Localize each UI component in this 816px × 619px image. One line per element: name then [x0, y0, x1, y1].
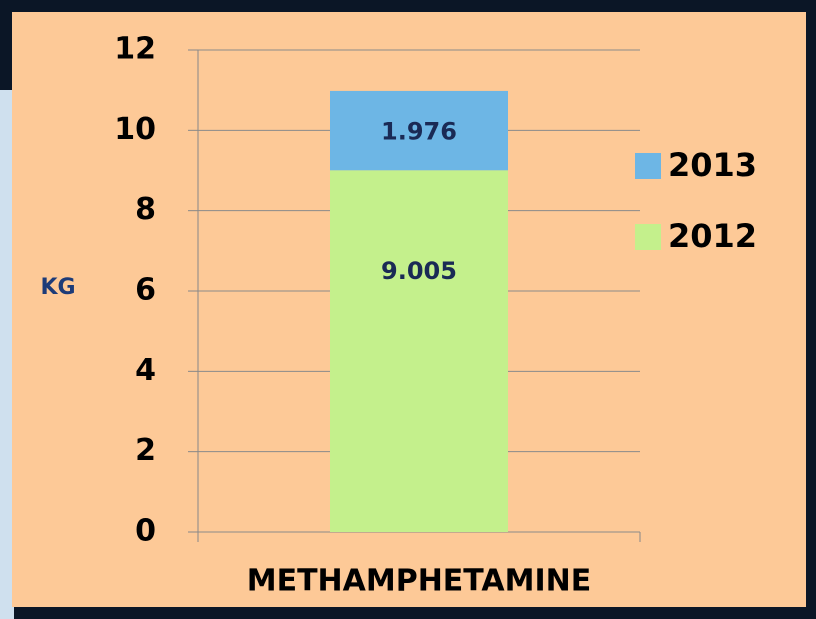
y-tick-label: 0 — [135, 514, 156, 549]
x-tick-label: METHAMPHETAMINE — [247, 564, 592, 599]
bar-segment — [330, 90, 508, 171]
y-tick-label: 4 — [135, 353, 156, 388]
y-tick-label: 10 — [114, 112, 156, 147]
y-tick-label: 6 — [135, 273, 156, 308]
y-tick-label: 8 — [135, 192, 156, 227]
legend-label: 2012 — [668, 217, 757, 255]
legend-swatch — [635, 153, 661, 179]
legend-label: 2013 — [668, 146, 757, 184]
data-label: 9.005 — [381, 257, 457, 285]
y-tick-label: 12 — [114, 32, 156, 67]
legend-swatch — [635, 224, 661, 250]
data-label: 1.976 — [381, 118, 457, 146]
bar-segment — [330, 170, 508, 532]
y-axis-label: KG — [40, 275, 75, 300]
y-tick-label: 2 — [135, 433, 156, 468]
slide-edge — [0, 90, 14, 619]
